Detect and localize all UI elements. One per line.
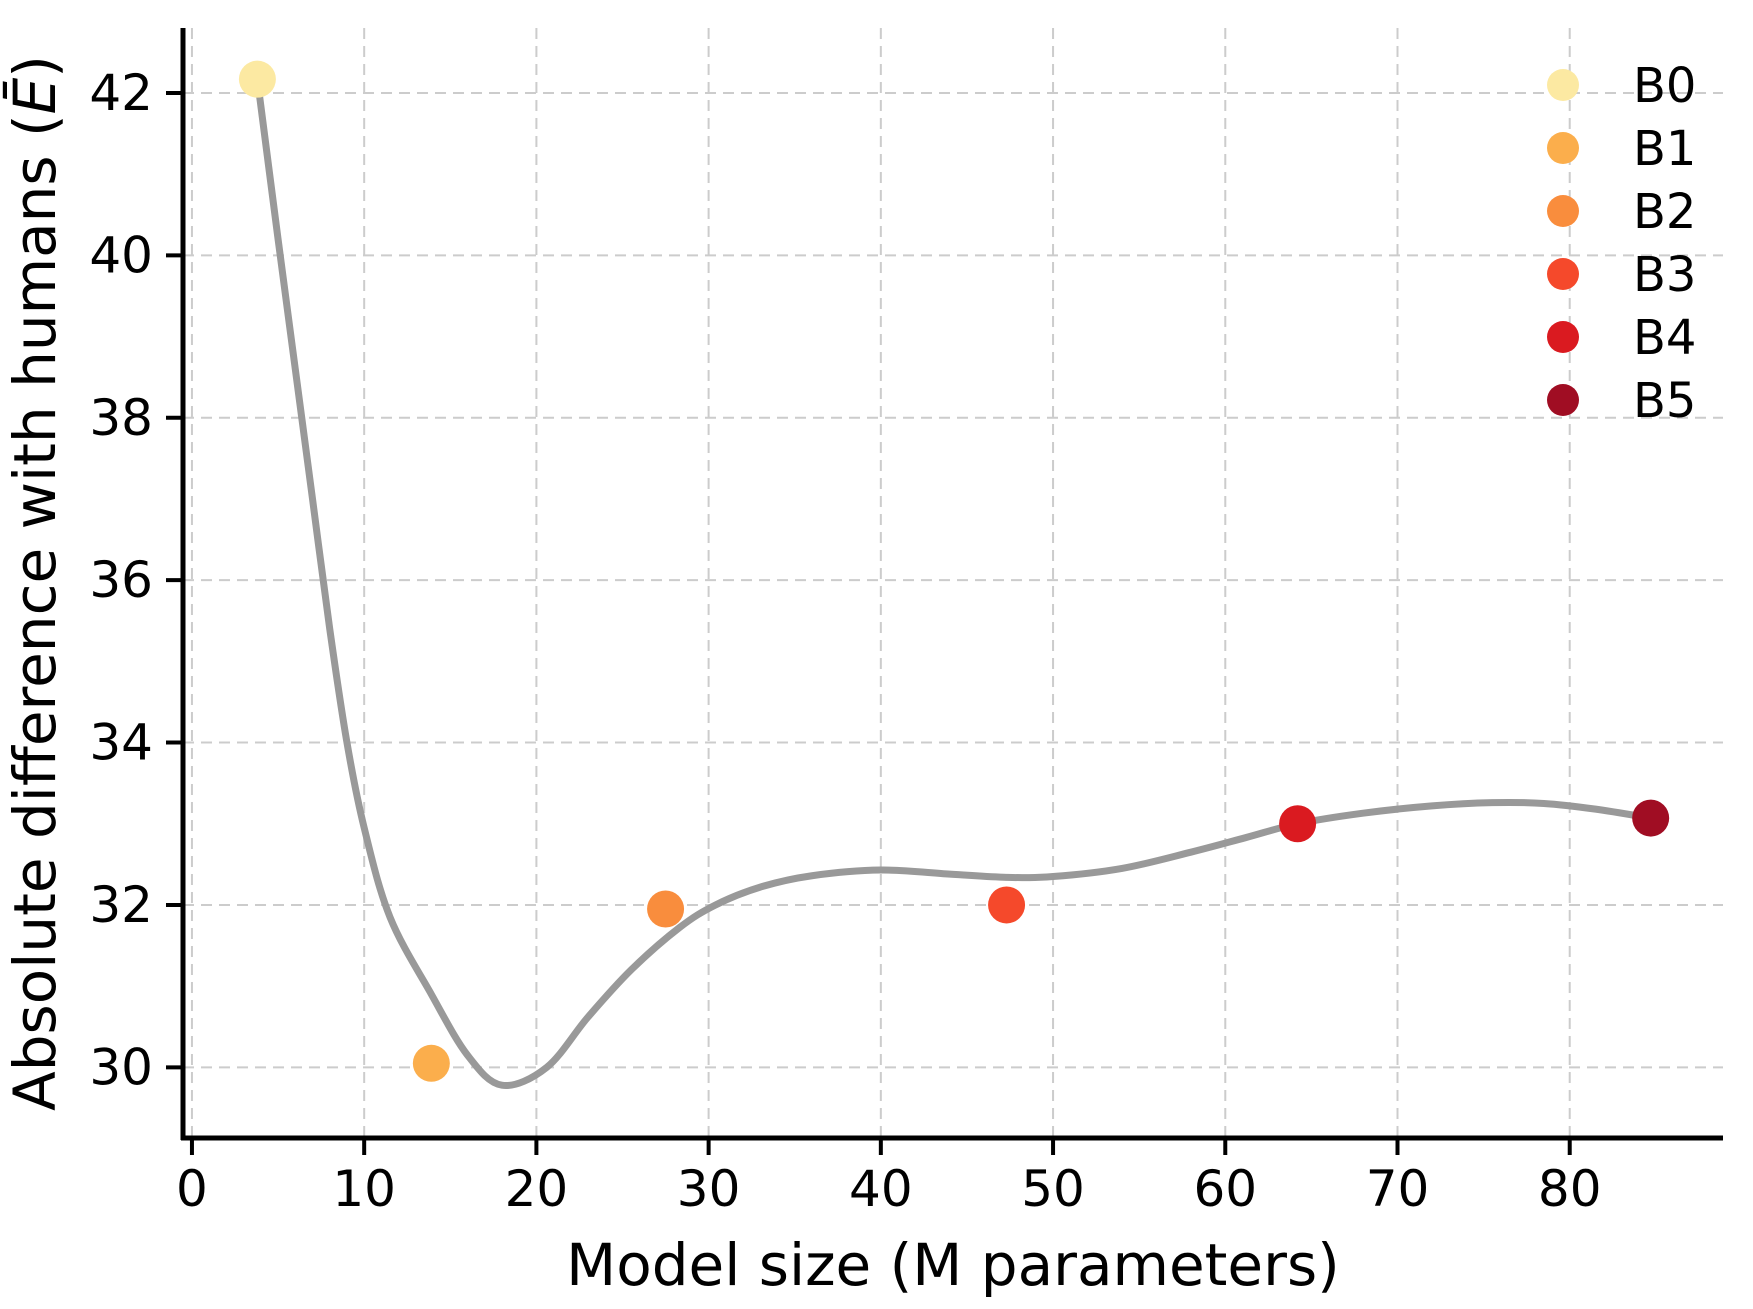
data-point-B0 [238,60,276,98]
y-tick-label: 30 [89,1038,153,1096]
x-tick-label: 0 [176,1160,208,1218]
x-tick-label: 30 [677,1160,741,1218]
legend-marker-B2 [1547,195,1579,227]
legend-label-B1: B1 [1633,121,1696,177]
legend-label-B0: B0 [1633,58,1696,114]
legend-item-B4: B4 [1547,310,1696,366]
y-tick-label: 36 [89,551,153,609]
x-tick-label: 50 [1021,1160,1085,1218]
data-point-B2 [647,890,685,928]
legend-label-B4: B4 [1633,310,1696,366]
x-tick-label: 10 [332,1160,396,1218]
x-tick-label: 60 [1193,1160,1257,1218]
legend-item-B3: B3 [1547,247,1696,303]
y-tick-label: 42 [89,64,153,122]
legend-marker-B4 [1547,321,1579,353]
legend-marker-B5 [1547,384,1579,416]
legend-label-B2: B2 [1633,184,1696,240]
fit-curve [253,75,1655,1089]
data-points [238,60,1670,1082]
x-axis-label: Model size (M parameters) [566,1231,1340,1299]
y-tick-label: 32 [89,876,153,934]
legend-marker-B1 [1547,132,1579,164]
legend-label-B5: B5 [1633,373,1696,429]
x-tick-label: 70 [1366,1160,1430,1218]
data-point-B3 [988,886,1026,924]
y-tick-label: 38 [89,389,153,447]
legend-label-B3: B3 [1633,247,1696,303]
legend-item-B0: B0 [1547,58,1696,114]
data-point-B5 [1632,799,1670,837]
legend-marker-B0 [1547,69,1579,101]
y-axis-label: Absolute difference with humans (Ē) [1,55,69,1111]
legend-marker-B3 [1547,258,1579,290]
y-tick-label: 34 [89,714,153,772]
legend-item-B1: B1 [1547,121,1696,177]
y-axis-label-symbol: Ē [1,77,69,114]
data-point-B1 [412,1044,450,1082]
axes: 0 10 20 30 40 50 60 70 80 30 32 34 36 38 40 42 [89,28,1723,1218]
data-point-B4 [1279,805,1317,843]
grid [183,28,1723,1138]
legend-item-B5: B5 [1547,373,1696,429]
y-tick-label: 40 [89,226,153,284]
x-tick-label: 80 [1538,1160,1602,1218]
legend-item-B2: B2 [1547,184,1696,240]
x-tick-label: 20 [505,1160,569,1218]
x-tick-label: 40 [849,1160,913,1218]
legend: B0 B1 B2 B3 B4 B5 [1547,58,1696,429]
